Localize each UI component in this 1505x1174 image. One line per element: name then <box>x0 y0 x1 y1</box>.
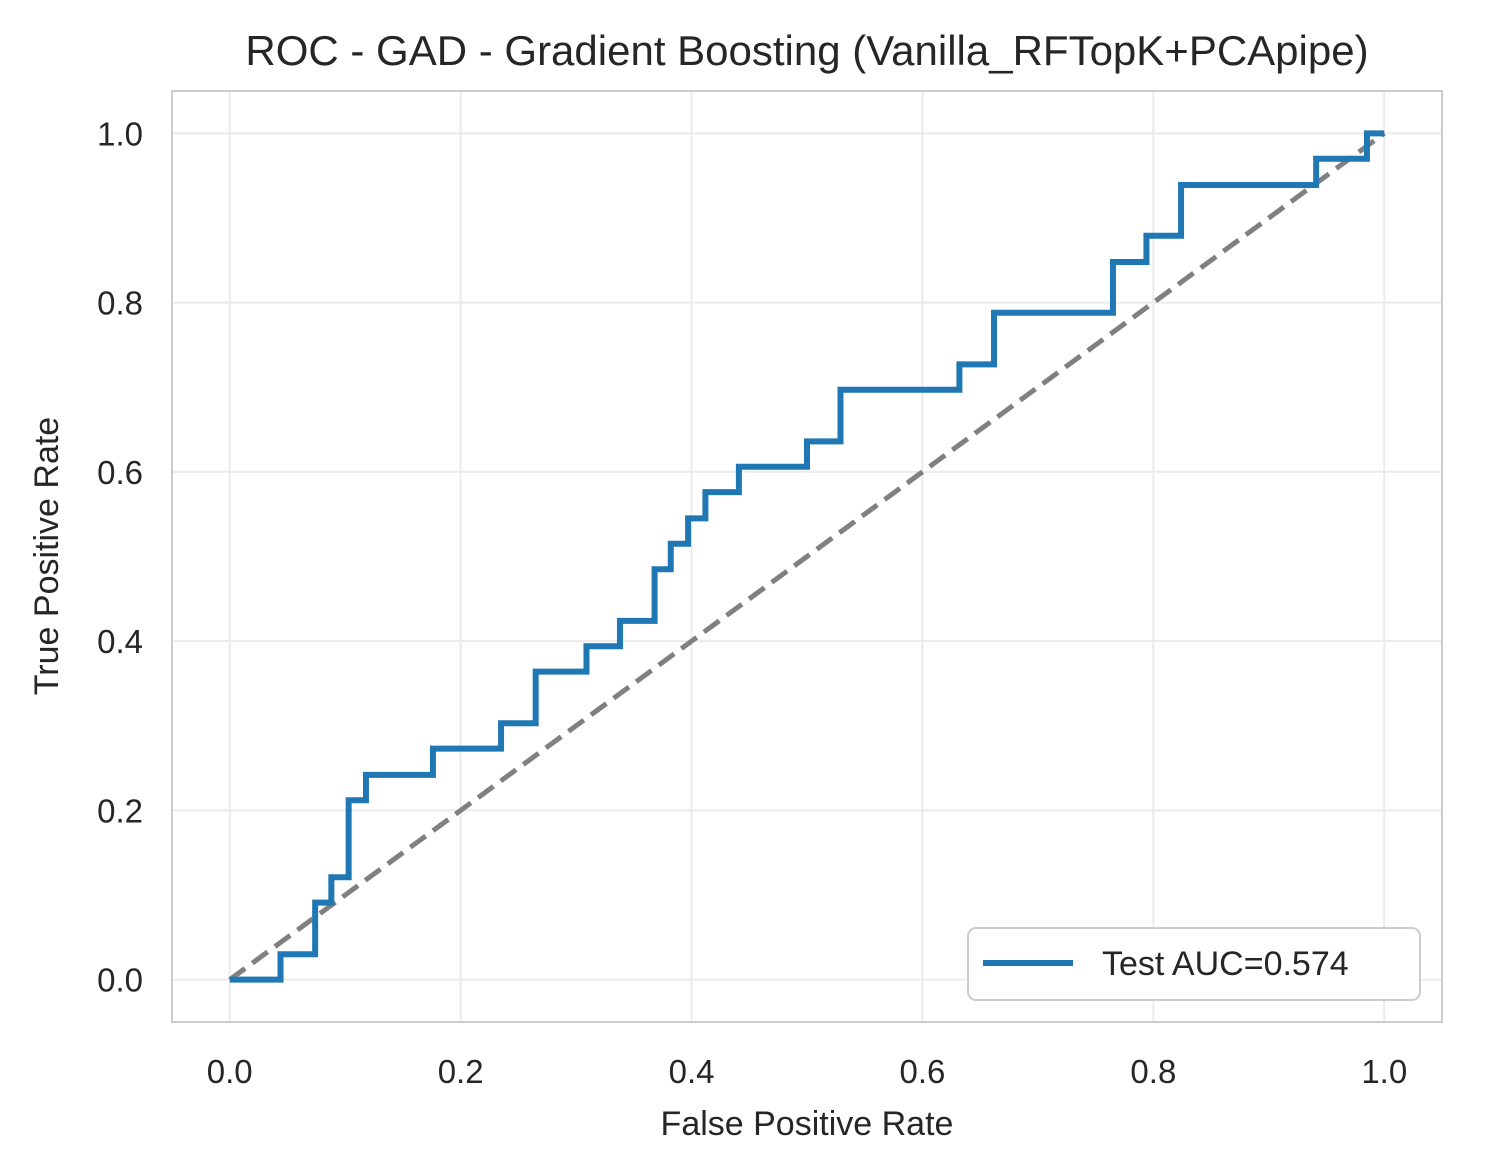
x-tick-label: 0.4 <box>669 1053 715 1090</box>
y-tick-label: 0.6 <box>97 454 143 491</box>
legend-entry-label: Test AUC=0.574 <box>1102 945 1349 983</box>
plot-frame <box>171 90 1443 1023</box>
y-tick-label: 0.8 <box>97 285 143 322</box>
x-tick-label: 0.8 <box>1130 1053 1176 1090</box>
y-tick-label: 0.4 <box>97 623 143 660</box>
legend: Test AUC=0.574 <box>967 927 1421 1001</box>
chance-diagonal-line <box>228 131 1386 982</box>
x-tick-label: 1.0 <box>1361 1053 1407 1090</box>
y-axis-label: True Positive Rate <box>28 417 66 695</box>
series-layer <box>228 130 1386 983</box>
legend-box <box>967 927 1421 1001</box>
y-tick-label: 0.2 <box>97 792 143 829</box>
y-axis-ticks: 0.0 0.2 0.4 0.6 0.8 1.0 <box>97 115 143 998</box>
x-tick-label: 0.6 <box>900 1053 946 1090</box>
y-tick-label: 0.0 <box>97 962 143 999</box>
x-tick-label: 0.0 <box>207 1053 253 1090</box>
roc-curve-line <box>229 130 1385 983</box>
chart-title: ROC - GAD - Gradient Boosting (Vanilla_R… <box>245 27 1368 74</box>
x-axis-label: False Positive Rate <box>661 1105 954 1143</box>
x-axis-ticks: 0.0 0.2 0.4 0.6 0.8 1.0 <box>207 1053 1407 1090</box>
y-tick-label: 1.0 <box>97 115 143 152</box>
x-tick-label: 0.2 <box>438 1053 484 1090</box>
